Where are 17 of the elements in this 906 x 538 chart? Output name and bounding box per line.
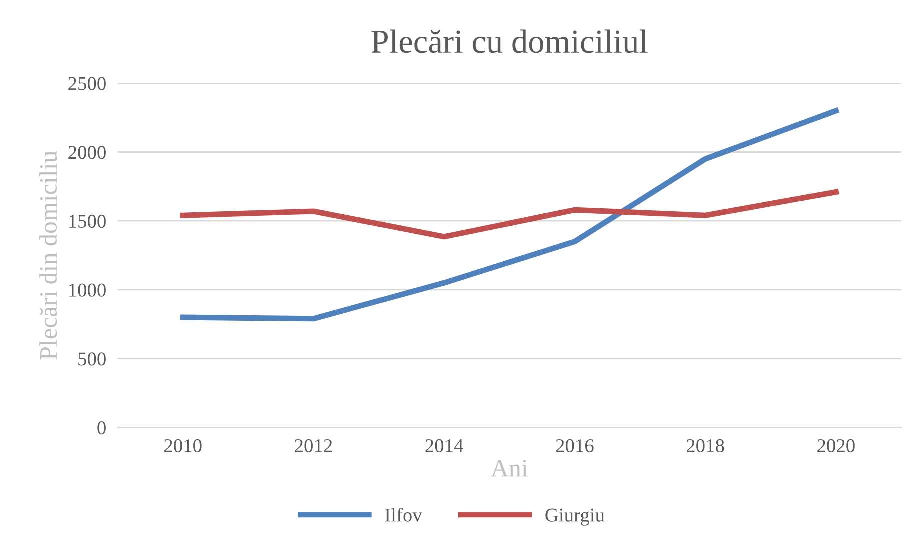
y-tick-label: 2500: [68, 77, 106, 90]
y-tick-label: 0: [98, 422, 106, 435]
chart-title: Plecări cu domiciliul: [372, 30, 648, 54]
legend-label: Giurgiu: [546, 508, 605, 526]
y-tick-label: 1500: [69, 214, 106, 228]
x-tick-label: 2018: [686, 439, 724, 453]
legend-label: Ilfov: [385, 508, 422, 522]
x-tick-label: 2010: [164, 439, 202, 453]
x-tick-label: 2020: [818, 439, 855, 453]
y-tick-label: 500: [78, 352, 106, 366]
x-axis-title: Ani: [491, 460, 528, 477]
y-tick-label: 1000: [69, 284, 106, 297]
y-axis-title: Plecări din domiciliu: [40, 151, 58, 360]
x-tick-label: 2016: [556, 439, 594, 453]
y-tick-label: 2000: [68, 146, 106, 160]
x-tick-label: 2012: [295, 439, 332, 453]
x-tick-label: 2014: [426, 439, 464, 453]
